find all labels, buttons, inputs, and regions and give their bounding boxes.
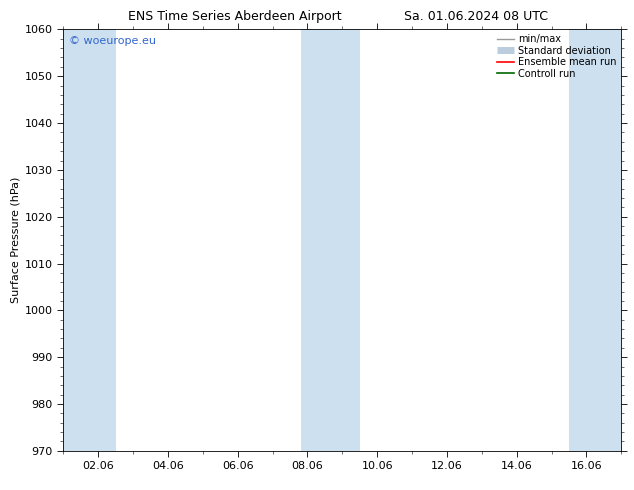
Bar [569, 29, 621, 451]
Bar [63, 29, 115, 451]
Y-axis label: Surface Pressure (hPa): Surface Pressure (hPa) [11, 177, 21, 303]
Text: ENS Time Series Aberdeen Airport: ENS Time Series Aberdeen Airport [128, 10, 341, 23]
Legend: min/max, Standard deviation, Ensemble mean run, Controll run: min/max, Standard deviation, Ensemble me… [495, 32, 618, 80]
Bar [301, 29, 360, 451]
Text: Sa. 01.06.2024 08 UTC: Sa. 01.06.2024 08 UTC [403, 10, 548, 23]
Text: © woeurope.eu: © woeurope.eu [69, 36, 156, 46]
